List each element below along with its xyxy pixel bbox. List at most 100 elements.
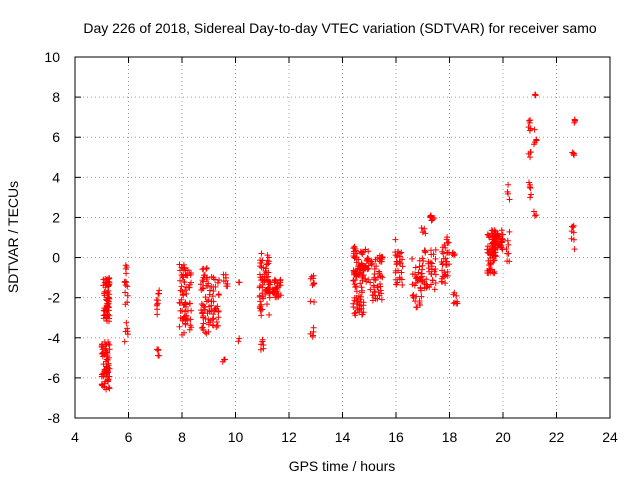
data-point: [487, 259, 494, 266]
x-tick-label: 10: [228, 429, 244, 445]
data-point: [365, 248, 372, 255]
data-point: [256, 292, 263, 299]
y-tick-label: 6: [52, 129, 60, 145]
data-point: [261, 276, 268, 283]
data-point: [453, 292, 460, 299]
data-point: [187, 316, 194, 323]
data-point: [425, 258, 432, 265]
data-point: [503, 245, 510, 252]
data-point: [355, 292, 362, 299]
data-point: [307, 330, 314, 337]
data-point: [262, 265, 269, 272]
data-point: [124, 299, 131, 306]
data-point: [442, 280, 449, 287]
data-point: [177, 287, 184, 294]
data-point: [491, 270, 498, 277]
data-point: [527, 184, 534, 191]
data-point: [432, 279, 439, 286]
data-point: [419, 229, 426, 236]
data-point: [200, 265, 207, 272]
data-point: [258, 301, 265, 308]
data-point: [531, 126, 538, 133]
data-point: [359, 267, 366, 274]
data-point: [203, 264, 210, 271]
data-point: [353, 301, 360, 308]
data-point: [209, 293, 216, 300]
data-point: [392, 236, 399, 243]
data-point: [200, 302, 207, 309]
y-tick-label: 4: [52, 169, 60, 185]
data-point: [411, 282, 418, 289]
data-point: [263, 261, 270, 268]
data-point: [372, 289, 379, 296]
data-point: [102, 374, 109, 381]
x-tick-label: 14: [335, 429, 351, 445]
data-point: [367, 286, 374, 293]
data-point: [186, 300, 193, 307]
data-point: [310, 280, 317, 287]
data-point: [199, 277, 206, 284]
data-point: [420, 257, 427, 264]
data-point: [121, 338, 128, 345]
data-point: [261, 271, 268, 278]
data-point: [489, 233, 496, 240]
data-point: [425, 265, 432, 272]
data-point: [568, 235, 575, 242]
data-point: [156, 352, 163, 359]
data-point: [371, 265, 378, 272]
data-point: [264, 257, 271, 264]
data-point: [267, 279, 274, 286]
data-point: [392, 269, 399, 276]
y-tick-label: 2: [52, 209, 60, 225]
data-point: [421, 225, 428, 232]
data-point: [450, 291, 457, 298]
data-point: [358, 289, 365, 296]
data-point: [121, 279, 128, 286]
data-point: [235, 279, 242, 286]
data-point: [215, 314, 222, 321]
data-point: [266, 278, 273, 285]
y-tick-label: 10: [44, 49, 60, 65]
data-point: [203, 282, 210, 289]
data-point: [307, 298, 314, 305]
data-point: [213, 319, 220, 326]
data-point: [354, 298, 361, 305]
data-point: [394, 259, 401, 266]
data-point: [177, 277, 184, 284]
data-point: [266, 311, 273, 318]
data-point: [378, 296, 385, 303]
data-point: [206, 319, 213, 326]
data-point: [104, 369, 111, 376]
data-points: [98, 91, 579, 393]
data-point: [393, 281, 400, 288]
data-point: [101, 288, 108, 295]
data-point: [353, 288, 360, 295]
data-point: [105, 300, 112, 307]
data-point: [490, 257, 497, 264]
data-point: [571, 246, 578, 253]
data-point: [311, 298, 318, 305]
data-point: [277, 276, 284, 283]
data-point: [422, 230, 429, 237]
data-point: [527, 194, 534, 201]
data-point: [208, 273, 215, 280]
data-point: [122, 289, 129, 296]
data-point: [396, 275, 403, 282]
data-point: [409, 255, 416, 262]
data-point: [123, 264, 130, 271]
data-point: [103, 356, 110, 363]
data-point: [453, 300, 460, 307]
grid: [75, 57, 610, 418]
data-point: [257, 346, 264, 353]
data-point: [199, 324, 206, 331]
y-tick-label: -8: [48, 410, 61, 426]
data-point: [103, 365, 110, 372]
data-point: [357, 280, 364, 287]
data-point: [200, 320, 207, 327]
x-tick-label: 4: [71, 429, 79, 445]
data-point: [359, 251, 366, 258]
x-tick-label: 12: [281, 429, 297, 445]
data-point: [105, 384, 112, 391]
data-point: [184, 307, 191, 314]
data-point: [179, 307, 186, 314]
